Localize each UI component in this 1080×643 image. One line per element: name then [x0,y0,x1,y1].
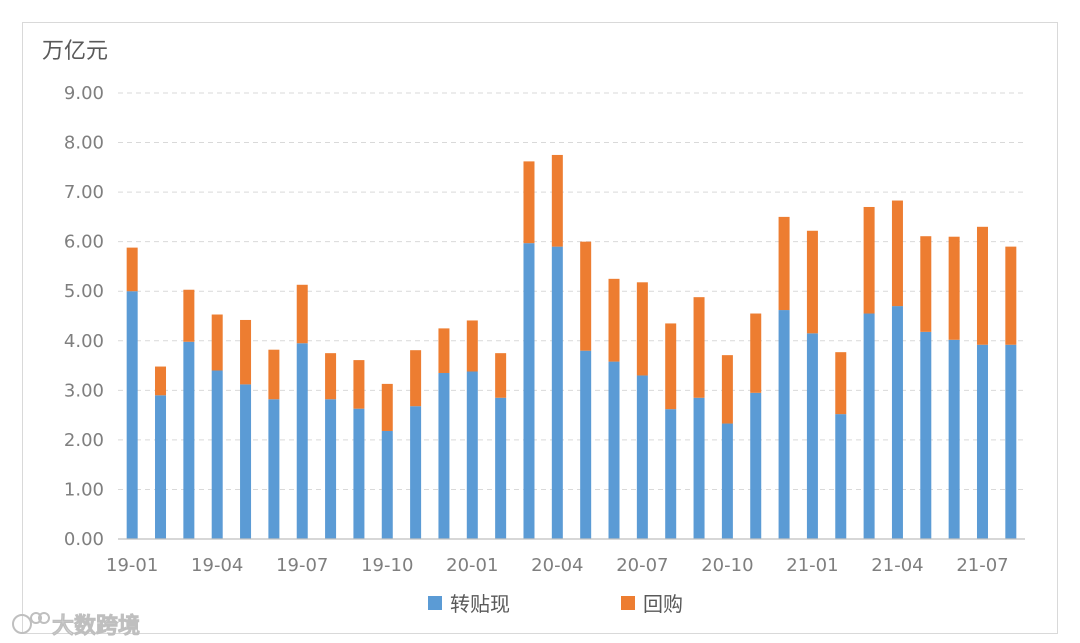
bar-huigou-19-07 [296,284,308,344]
x-tick-label: 21-07 [956,555,1008,576]
bar-huigou-19-02 [155,366,167,396]
bar-zhuantiexian-19-01 [126,291,138,539]
bar-huigou-19-03 [183,289,195,342]
x-tick-label: 21-01 [786,555,838,576]
bar-zhuantiexian-21-04 [891,306,903,539]
bar-huigou-20-03 [523,161,535,244]
bar-zhuantiexian-19-05 [240,384,252,539]
y-unit-label: 万亿元 [42,39,108,64]
bar-huigou-20-11 [750,313,762,393]
legend-label: 回购 [643,592,683,616]
x-tick-label: 19-04 [191,555,243,576]
bar-huigou-19-04 [211,314,223,371]
bar-huigou-19-09 [353,360,365,409]
bar-huigou-20-01 [466,320,478,372]
bar-zhuantiexian-19-03 [183,341,195,539]
bar-zhuantiexian-21-08 [1005,344,1017,539]
legend-item: 回购 [621,592,683,616]
bar-huigou-19-11 [410,350,422,407]
x-tick-label: 21-04 [871,555,923,576]
x-tick-label: 19-10 [361,555,413,576]
x-tick-label: 20-04 [531,555,583,576]
bar-zhuantiexian-20-09 [693,397,705,539]
bar-zhuantiexian-19-04 [211,370,223,539]
bar-zhuantiexian-19-08 [325,399,337,539]
bar-huigou-21-08 [1005,246,1017,345]
y-tick-label: 9.00 [64,83,104,104]
bar-zhuantiexian-19-06 [268,399,280,539]
bar-zhuantiexian-20-12 [778,310,790,539]
bar-zhuantiexian-20-07 [636,375,648,539]
x-tick-label: 19-07 [276,555,328,576]
bar-huigou-20-12 [778,216,790,311]
y-tick-label: 7.00 [64,182,104,203]
bar-huigou-19-05 [240,319,252,385]
x-tick-label: 20-01 [446,555,498,576]
bar-zhuantiexian-19-07 [296,343,308,539]
bar-zhuantiexian-20-08 [665,409,677,539]
bar-huigou-20-08 [665,323,677,410]
bar-zhuantiexian-20-02 [495,397,507,539]
bar-zhuantiexian-21-01 [806,333,818,539]
bar-huigou-19-08 [325,353,337,400]
bar-huigou-20-07 [636,282,648,376]
y-tick-label: 0.00 [64,529,104,550]
bar-huigou-20-10 [721,355,733,424]
legend-item: 转贴现 [428,592,510,616]
bar-zhuantiexian-21-05 [920,331,932,539]
bar-zhuantiexian-20-06 [608,361,620,539]
bar-zhuantiexian-20-05 [580,350,592,539]
bar-zhuantiexian-19-09 [353,408,365,539]
bar-zhuantiexian-19-12 [438,372,450,539]
bar-huigou-21-03 [863,206,875,314]
y-tick-label: 3.00 [64,380,104,401]
y-tick-label: 8.00 [64,133,104,154]
bar-zhuantiexian-19-10 [381,430,393,539]
y-tick-label: 2.00 [64,430,104,451]
bar-huigou-21-07 [976,226,988,345]
bar-huigou-20-05 [580,241,592,351]
bar-huigou-20-09 [693,297,705,398]
bar-huigou-20-02 [495,353,507,398]
x-tick-label: 20-07 [616,555,668,576]
y-tick-label: 4.00 [64,331,104,352]
legend-label: 转贴现 [450,592,510,616]
watermark: 大数跨境 [12,612,140,639]
bar-huigou-20-04 [551,154,563,247]
legend-swatch [621,596,635,610]
bar-zhuantiexian-19-11 [410,406,422,539]
bar-zhuantiexian-21-03 [863,313,875,539]
bar-zhuantiexian-19-02 [155,395,167,539]
y-tick-label: 1.00 [64,479,104,500]
bar-zhuantiexian-21-07 [976,344,988,539]
bar-huigou-21-05 [920,236,932,332]
chart-frame [22,22,1058,634]
x-tick-label: 20-10 [701,555,753,576]
bar-huigou-19-12 [438,328,450,373]
bar-huigou-21-04 [891,200,903,307]
y-tick-label: 5.00 [64,281,104,302]
bar-huigou-19-06 [268,349,280,400]
bar-huigou-21-06 [948,236,960,340]
bar-zhuantiexian-20-10 [721,423,733,539]
watermark-logo-icon [12,612,50,634]
bar-zhuantiexian-20-03 [523,243,535,540]
bar-zhuantiexian-20-11 [750,392,762,539]
bar-zhuantiexian-20-04 [551,246,563,539]
y-tick-label: 6.00 [64,232,104,253]
bar-huigou-21-02 [835,352,847,415]
bar-zhuantiexian-20-01 [466,371,478,539]
bar-huigou-19-10 [381,383,393,431]
legend-swatch [428,596,442,610]
watermark-text: 大数跨境 [52,613,140,639]
bar-zhuantiexian-21-06 [948,339,960,539]
bar-huigou-21-01 [806,230,818,334]
x-tick-label: 19-01 [106,555,158,576]
bar-huigou-19-01 [126,247,138,292]
bar-zhuantiexian-21-02 [835,414,847,539]
bar-huigou-20-06 [608,278,620,362]
